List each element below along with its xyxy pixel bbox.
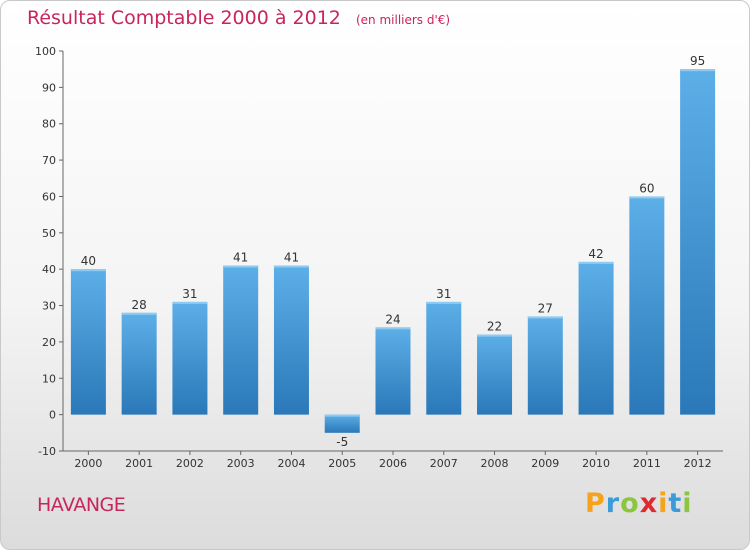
bar-2008 — [477, 334, 513, 415]
y-tick-label: 60 — [42, 190, 56, 203]
value-label-2008: 22 — [487, 320, 502, 334]
logo-letter: t — [668, 488, 683, 519]
logo-letter: P — [585, 488, 606, 519]
bar-highlight-2003 — [223, 265, 259, 268]
value-label-2003: 41 — [233, 251, 248, 265]
x-tick-label-2004: 2004 — [277, 457, 305, 470]
place-name: HAVANGE — [37, 494, 126, 516]
value-label-2007: 31 — [436, 287, 451, 301]
value-label-2006: 24 — [385, 312, 400, 326]
proxiti-logo: Proxiti — [585, 488, 693, 519]
logo-letter: x — [639, 488, 659, 519]
bar-2009 — [527, 316, 563, 415]
value-label-2005: -5 — [336, 435, 348, 449]
value-label-2009: 27 — [538, 301, 553, 315]
bar-2001 — [121, 312, 157, 415]
value-label-2010: 42 — [588, 247, 603, 261]
bar-2004 — [273, 265, 309, 415]
x-tick-label-2000: 2000 — [74, 457, 102, 470]
y-tick-label: -10 — [38, 445, 56, 458]
y-tick-label: 0 — [49, 409, 56, 422]
bar-2012 — [680, 69, 716, 415]
bar-highlight-2006 — [375, 327, 411, 330]
x-tick-label-2010: 2010 — [582, 457, 610, 470]
bar-2010 — [578, 261, 614, 415]
chart-title: Résultat Comptable 2000 à 2012 — [27, 7, 341, 29]
bar-highlight-2010 — [578, 261, 614, 264]
logo-letter: o — [620, 488, 640, 519]
y-tick-label: 10 — [42, 372, 56, 385]
y-tick-label: 70 — [42, 154, 56, 167]
value-label-2011: 60 — [639, 181, 654, 195]
bar-highlight-2004 — [273, 265, 309, 268]
bar-2002 — [172, 301, 208, 415]
x-tick-label-2009: 2009 — [531, 457, 559, 470]
title-row: Résultat Comptable 2000 à 2012 (en milli… — [27, 7, 450, 29]
bar-highlight-2012 — [680, 69, 716, 72]
logo-letter: i — [682, 488, 693, 519]
logo-letter: i — [658, 488, 669, 519]
x-tick-label-2012: 2012 — [684, 457, 712, 470]
y-tick-label: 100 — [35, 45, 56, 58]
bar-highlight-2007 — [426, 301, 462, 304]
x-tick-label-2005: 2005 — [328, 457, 356, 470]
y-tick-label: 30 — [42, 300, 56, 313]
bar-highlight-2000 — [70, 269, 106, 272]
value-label-2004: 41 — [284, 251, 299, 265]
y-tick-label: 90 — [42, 81, 56, 94]
bar-2003 — [223, 265, 259, 415]
logo-letter: r — [605, 488, 621, 519]
value-label-2012: 95 — [690, 54, 705, 68]
bar-highlight-2001 — [121, 312, 157, 315]
bar-2005 — [324, 414, 360, 433]
x-tick-label-2008: 2008 — [481, 457, 509, 470]
x-tick-label-2001: 2001 — [125, 457, 153, 470]
bar-2011 — [629, 196, 665, 415]
bar-highlight-2005 — [324, 414, 360, 417]
y-tick-label: 50 — [42, 227, 56, 240]
bar-highlight-2011 — [629, 196, 665, 199]
y-tick-label: 20 — [42, 336, 56, 349]
x-tick-label-2002: 2002 — [176, 457, 204, 470]
bar-highlight-2002 — [172, 301, 208, 304]
x-tick-label-2006: 2006 — [379, 457, 407, 470]
bar-highlight-2008 — [477, 334, 513, 337]
value-label-2001: 28 — [132, 298, 147, 312]
bar-2000 — [70, 269, 106, 415]
value-label-2000: 40 — [81, 254, 96, 268]
bar-2007 — [426, 301, 462, 415]
x-tick-label-2003: 2003 — [227, 457, 255, 470]
bar-2006 — [375, 327, 411, 415]
bar-highlight-2009 — [527, 316, 563, 319]
x-tick-label-2011: 2011 — [633, 457, 661, 470]
x-tick-label-2007: 2007 — [430, 457, 458, 470]
value-label-2002: 31 — [182, 287, 197, 301]
y-tick-label: 80 — [42, 118, 56, 131]
y-tick-label: 40 — [42, 263, 56, 276]
chart-subtitle: (en milliers d'€) — [355, 13, 451, 27]
